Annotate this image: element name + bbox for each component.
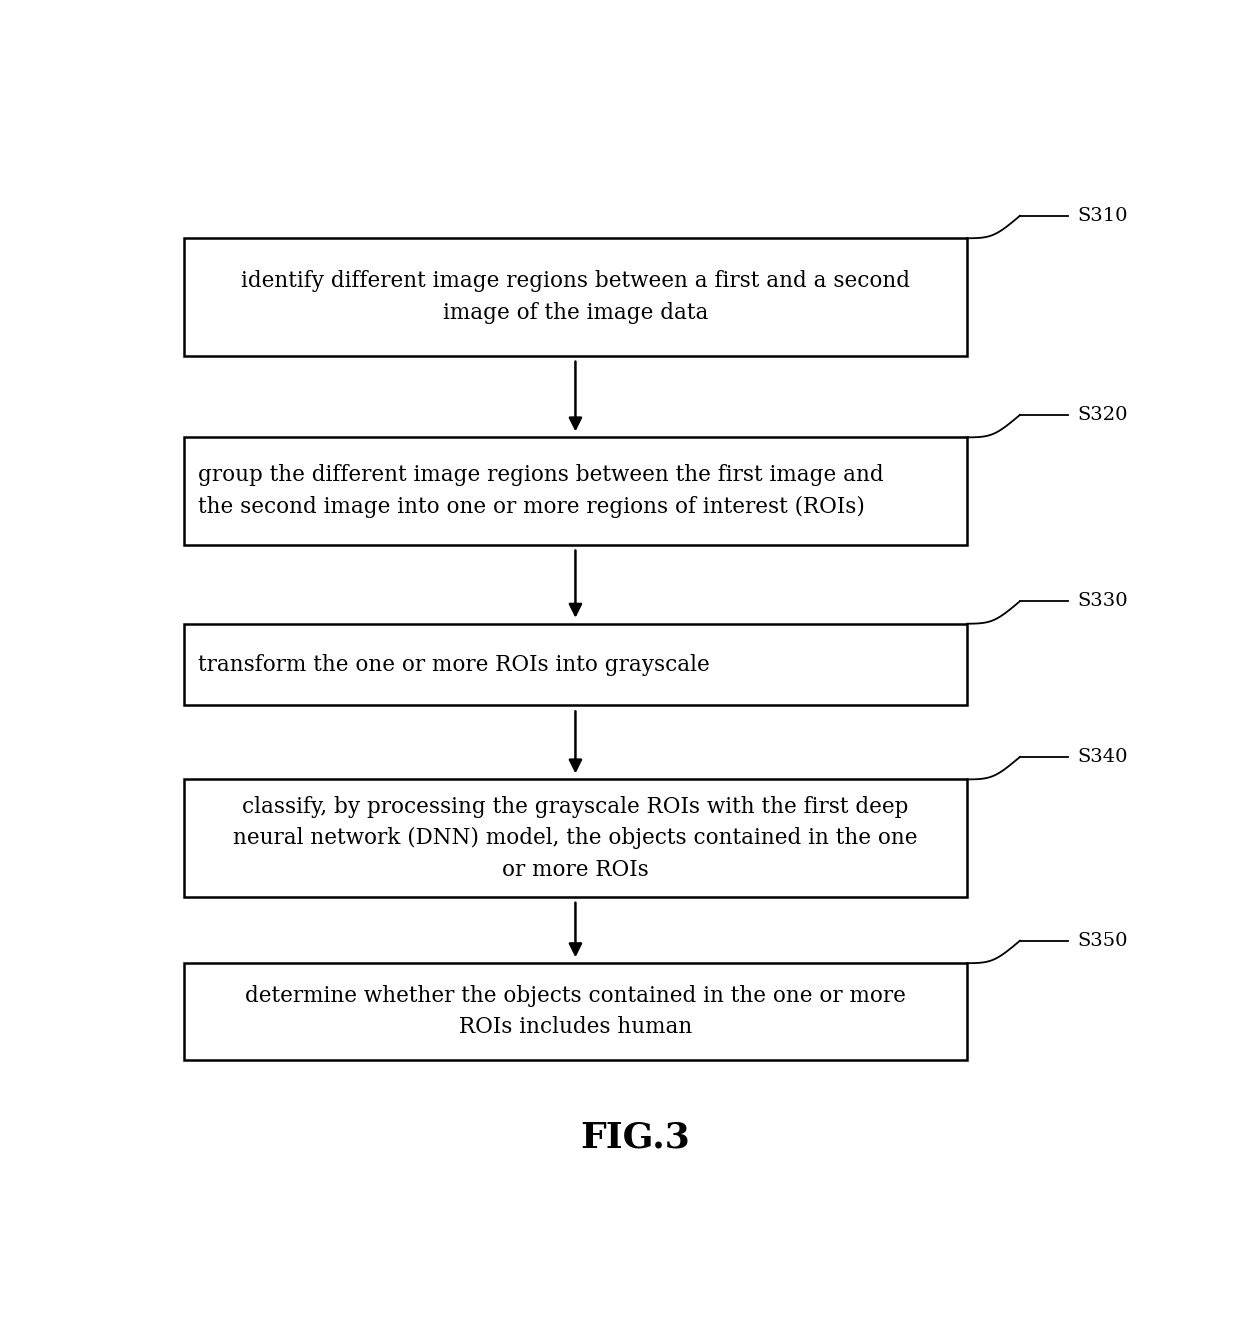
Text: transform the one or more ROIs into grayscale: transform the one or more ROIs into gray… xyxy=(198,654,711,675)
Bar xyxy=(184,963,967,1061)
Text: S320: S320 xyxy=(1078,406,1128,424)
Text: determine whether the objects contained in the one or more
ROIs includes human: determine whether the objects contained … xyxy=(246,985,906,1038)
Bar xyxy=(184,438,967,545)
Text: FIG.3: FIG.3 xyxy=(580,1120,691,1154)
Text: S310: S310 xyxy=(1078,207,1128,225)
Text: classify, by processing the grayscale ROIs with the first deep
neural network (D: classify, by processing the grayscale RO… xyxy=(233,796,918,880)
Text: S330: S330 xyxy=(1078,593,1128,610)
Text: S350: S350 xyxy=(1078,932,1128,949)
Bar xyxy=(184,239,967,355)
Bar xyxy=(184,780,967,896)
Bar xyxy=(184,623,967,705)
Text: group the different image regions between the first image and
the second image i: group the different image regions betwee… xyxy=(198,464,884,517)
Text: S340: S340 xyxy=(1078,748,1128,766)
Text: identify different image regions between a first and a second
image of the image: identify different image regions between… xyxy=(241,271,910,324)
